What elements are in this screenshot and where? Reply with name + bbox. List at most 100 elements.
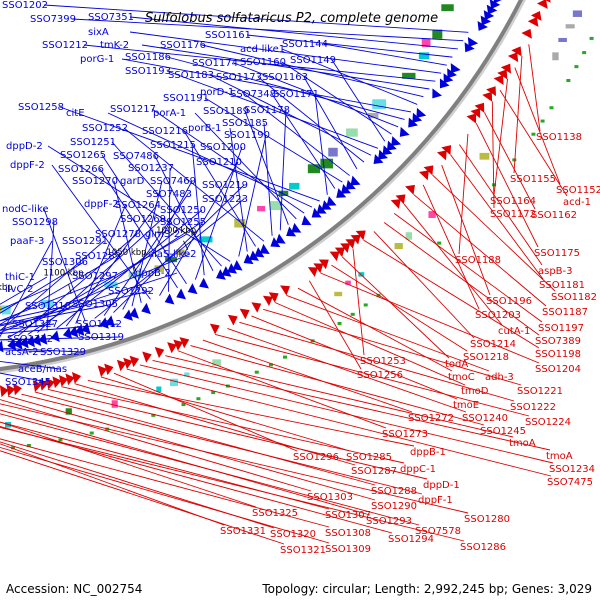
gc-marker [11,446,16,450]
reverse-gene [97,365,108,377]
gene-label-reverse: dppB-1 [410,447,446,458]
leader-line-forward [209,74,372,156]
forward-gene [0,340,4,353]
reverse-gene [45,377,55,390]
gene-label-forward: SSO1171 [273,89,319,100]
forward-gene [254,247,265,258]
gene-label-forward: SSO1183 [168,70,214,81]
gene-label-forward: garD [120,176,145,187]
feature-block [572,10,583,17]
gene-label-reverse: adh-3 [485,372,514,383]
reverse-gene [536,0,548,9]
leader-line-reverse [413,194,547,307]
leader-line-forward [111,141,222,267]
forward-gene [443,73,454,84]
leader-line-forward [0,372,48,383]
leader-line-reverse [373,231,475,339]
reverse-gene [405,184,415,195]
feature-block [328,147,338,157]
gene-label-forward: SSO1306 [42,257,88,268]
reverse-gene [71,372,82,384]
gene-label-reverse: SSO1181 [539,280,585,291]
gc-marker [211,391,216,395]
leader-line-reverse [459,144,543,266]
leader-line-forward [0,275,115,322]
map-title: Sulfolobus solfataricus P2, complete gen… [145,11,438,26]
feature-block [198,236,213,243]
leader-line-reverse [61,386,405,464]
gene-label-forward: SSO1251 [70,137,116,148]
gene-label-reverse: SSO1240 [462,413,508,424]
leader-line-forward [0,349,48,353]
gene-label-forward: SSO1174 [192,58,238,69]
gene-label-forward: citE [66,108,85,119]
gene-label-reverse: SSO1285 [346,452,392,463]
gene-label-reverse: SSO1175 [534,248,580,259]
leader-line-forward [71,18,464,42]
leader-line-reverse [0,426,393,534]
gc-marker [196,397,201,401]
leader-line-forward [151,108,305,214]
leader-line-reverse [0,399,312,492]
gene-label-forward: dppF-2 [84,199,119,210]
feature-block [405,232,413,240]
leader-line-reverse [441,164,491,296]
leader-line-reverse [320,272,540,364]
gene-label-forward: SSO1237 [128,163,174,174]
gene-label-reverse: SSO1331 [220,526,266,537]
leader-line-reverse [21,393,423,495]
forward-gene [467,36,479,47]
leader-line-reverse [286,295,490,372]
reverse-gene [116,359,127,372]
leader-line-forward [101,154,187,285]
gene-label-reverse: SSO1221 [517,386,563,397]
leader-line-forward [27,221,203,335]
feature-block [269,201,282,211]
forward-gene [408,117,418,128]
leader-line-forward [0,290,151,326]
gc-marker [531,132,536,136]
leader-line-forward [59,106,320,202]
feature-block [41,299,54,308]
gc-marker [350,312,355,316]
gene-label-forward: SSO1258 [18,102,64,113]
leader-line-forward [0,253,191,334]
gene-label-reverse: SSO1320 [270,529,316,540]
reverse-gene [474,102,485,113]
gene-label-reverse: SSO1293 [366,516,412,527]
gene-label-forward: SSO1269 [120,214,166,225]
kbp-tick-label: 1000 kbp [156,226,196,236]
forward-gene [187,283,198,295]
gene-label-forward: SSO1305 [72,299,118,310]
reverse-gene [511,46,522,57]
gene-label-reverse: tmoC [448,372,475,383]
leader-line-forward [131,180,163,307]
gene-label-reverse: SSO1196 [486,296,532,307]
leader-line-forward [201,44,424,98]
gene-label-reverse: dppD-1 [423,480,460,491]
gc-marker [58,438,63,442]
gene-label-forward: porD-1 [200,87,234,98]
reverse-gene [13,383,22,396]
forward-gene [99,317,109,329]
forward-gene [350,175,361,186]
gene-label-reverse: SSO1172 [490,209,536,220]
reverse-gene [65,373,75,386]
leader-line-reverse [0,421,257,508]
forward-gene [486,4,498,15]
gene-label-reverse: SSO1272 [408,413,454,424]
gene-label-forward: SSO1223 [202,194,248,205]
reverse-gene [268,292,279,303]
feature-block [156,386,162,392]
forward-gene [382,145,393,156]
gene-label-forward: SSO1327 [12,319,58,330]
reverse-gene [436,150,447,161]
leader-line-forward [0,276,48,305]
leader-line-reverse [152,360,551,451]
forward-gene [123,309,133,321]
feature-block [278,190,289,196]
gene-label-forward: SSO1163 [262,72,308,83]
gene-label-reverse: SSO1214 [470,339,516,350]
gene-label-forward: SSO1255 [160,217,206,228]
